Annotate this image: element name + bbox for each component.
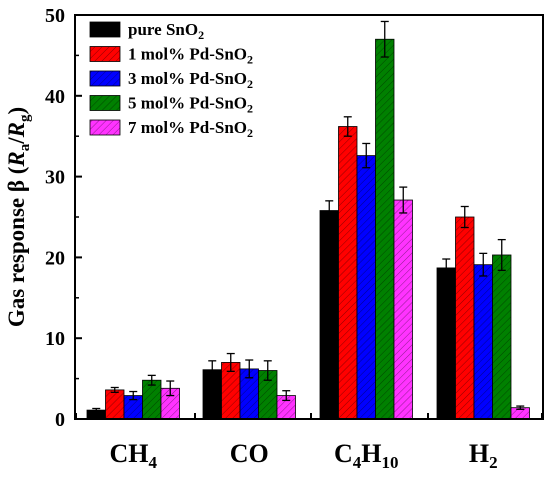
error-bar-C4H10-series-4: [399, 186, 408, 214]
bar-CH4-series-3: [142, 379, 162, 420]
error-bar-H2-series-4: [516, 405, 525, 410]
bar-CH4-series-1: [105, 389, 125, 420]
error-bar-C4H10-series-3: [380, 20, 389, 58]
y-tick-label: 0: [55, 409, 65, 431]
y-tick-label: 40: [45, 86, 65, 108]
error-bar-CO-series-1: [226, 352, 235, 372]
bar-C4H10-series-1: [338, 126, 358, 420]
error-bar-CO-series-2: [245, 359, 254, 379]
error-bar-H2-series-0: [442, 258, 451, 278]
legend-swatch-0: [89, 21, 121, 38]
y-tick-label: 20: [45, 247, 65, 269]
legend-label-2: 3 mol% Pd-SnO2: [128, 69, 253, 91]
legend-label-1: 1 mol% Pd-SnO2: [128, 45, 253, 67]
error-bar-H2-series-1: [460, 205, 469, 229]
error-bar-C4H10-series-2: [362, 142, 371, 169]
legend-swatch-1: [89, 46, 121, 62]
bar-C4H10-series-3: [375, 38, 395, 420]
error-bar-CH4-series-1: [110, 386, 119, 393]
legend-swatch-3: [89, 95, 121, 111]
category-label-C4H10: C4H10: [334, 439, 399, 472]
legend-swatch-2: [89, 70, 121, 87]
bar-C4H10-series-0: [319, 210, 339, 420]
category-label-H2: H2: [469, 439, 498, 472]
y-tick-label: 50: [45, 5, 65, 27]
error-bar-CH4-series-0: [92, 407, 101, 413]
error-bar-CH4-series-4: [166, 380, 175, 397]
error-bar-CH4-series-2: [129, 390, 138, 401]
bar-H2-series-0: [436, 267, 456, 420]
legend-label-0: pure SnO2: [128, 20, 204, 42]
error-bar-CH4-series-3: [147, 374, 156, 386]
bar-H2-series-3: [492, 254, 512, 420]
error-bar-C4H10-series-0: [325, 200, 334, 221]
bar-C4H10-series-2: [356, 155, 376, 420]
error-bar-C4H10-series-1: [343, 116, 352, 137]
bar-H2-series-1: [455, 216, 475, 420]
y-tick-label: 30: [45, 167, 65, 189]
legend-label-4: 7 mol% Pd-SnO2: [128, 118, 253, 140]
category-label-CO: CO: [230, 439, 269, 468]
error-bar-CO-series-0: [208, 360, 217, 380]
legend-label-3: 5 mol% Pd-SnO2: [128, 94, 253, 116]
error-bar-CO-series-4: [282, 390, 291, 402]
bar-H2-series-2: [473, 264, 493, 420]
y-tick-label: 10: [45, 328, 65, 350]
category-label-CH4: CH4: [110, 439, 158, 472]
error-bar-H2-series-2: [479, 252, 488, 277]
error-bar-CO-series-3: [263, 360, 272, 381]
y-axis-label: Gas response β (Ra/Rg): [4, 107, 33, 327]
legend-swatch-4: [89, 119, 121, 136]
error-bar-H2-series-3: [497, 238, 506, 271]
bar-C4H10-series-4: [393, 199, 413, 420]
